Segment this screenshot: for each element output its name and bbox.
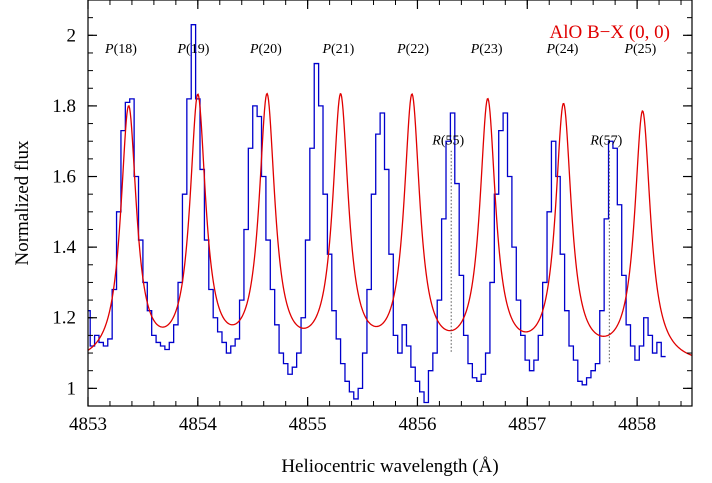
- y-tick-label: 1: [67, 378, 77, 399]
- line-label-p21: P(21): [321, 42, 354, 57]
- y-tick-label: 1.8: [52, 96, 76, 117]
- y-axis-title: Normalized flux: [12, 140, 33, 266]
- model-spectrum-line: [88, 92, 692, 357]
- x-tick-label: 4854: [179, 414, 218, 435]
- x-tick-label: 4856: [398, 414, 436, 435]
- line-label-p20: P(20): [249, 42, 282, 57]
- line-label-p18: P(18): [104, 42, 137, 57]
- line-label-p19: P(19): [176, 42, 209, 57]
- plot-lines: [88, 24, 692, 404]
- line-label-p25: P(25): [623, 42, 656, 57]
- plot-frame: [87, 0, 693, 407]
- x-tick-label: 4858: [618, 414, 656, 435]
- line-label-p23: P(23): [470, 42, 503, 57]
- x-tick-label: 4857: [508, 414, 546, 435]
- observed-spectrum-line: [88, 24, 666, 404]
- line-label-p24: P(24): [545, 42, 578, 57]
- y-tick-label: 2: [67, 25, 77, 46]
- x-tick-label: 4855: [289, 414, 327, 435]
- y-tick-label: 1.6: [52, 167, 76, 188]
- x-tick-label: 4853: [69, 414, 107, 435]
- line-label-r55: R(55): [431, 134, 464, 149]
- line-label-r57: R(57): [589, 134, 622, 149]
- y-tick-label: 1.2: [52, 308, 76, 329]
- x-axis: 4853 4854 4855 4856 4857 4858: [69, 0, 682, 435]
- line-label-p22: P(22): [396, 42, 429, 57]
- line-annotations: P(18) P(19) P(20) P(21) P(22) P(23) P(24) P(25)…: [104, 42, 657, 364]
- legend-model-label: AlO B−X (0, 0): [550, 22, 671, 43]
- x-axis-title: Heliocentric wavelength (Å): [281, 456, 498, 477]
- y-axis: 1 1.2 1.4 1.6 1.8 2: [52, 0, 692, 407]
- y-tick-label: 1.4: [52, 237, 76, 258]
